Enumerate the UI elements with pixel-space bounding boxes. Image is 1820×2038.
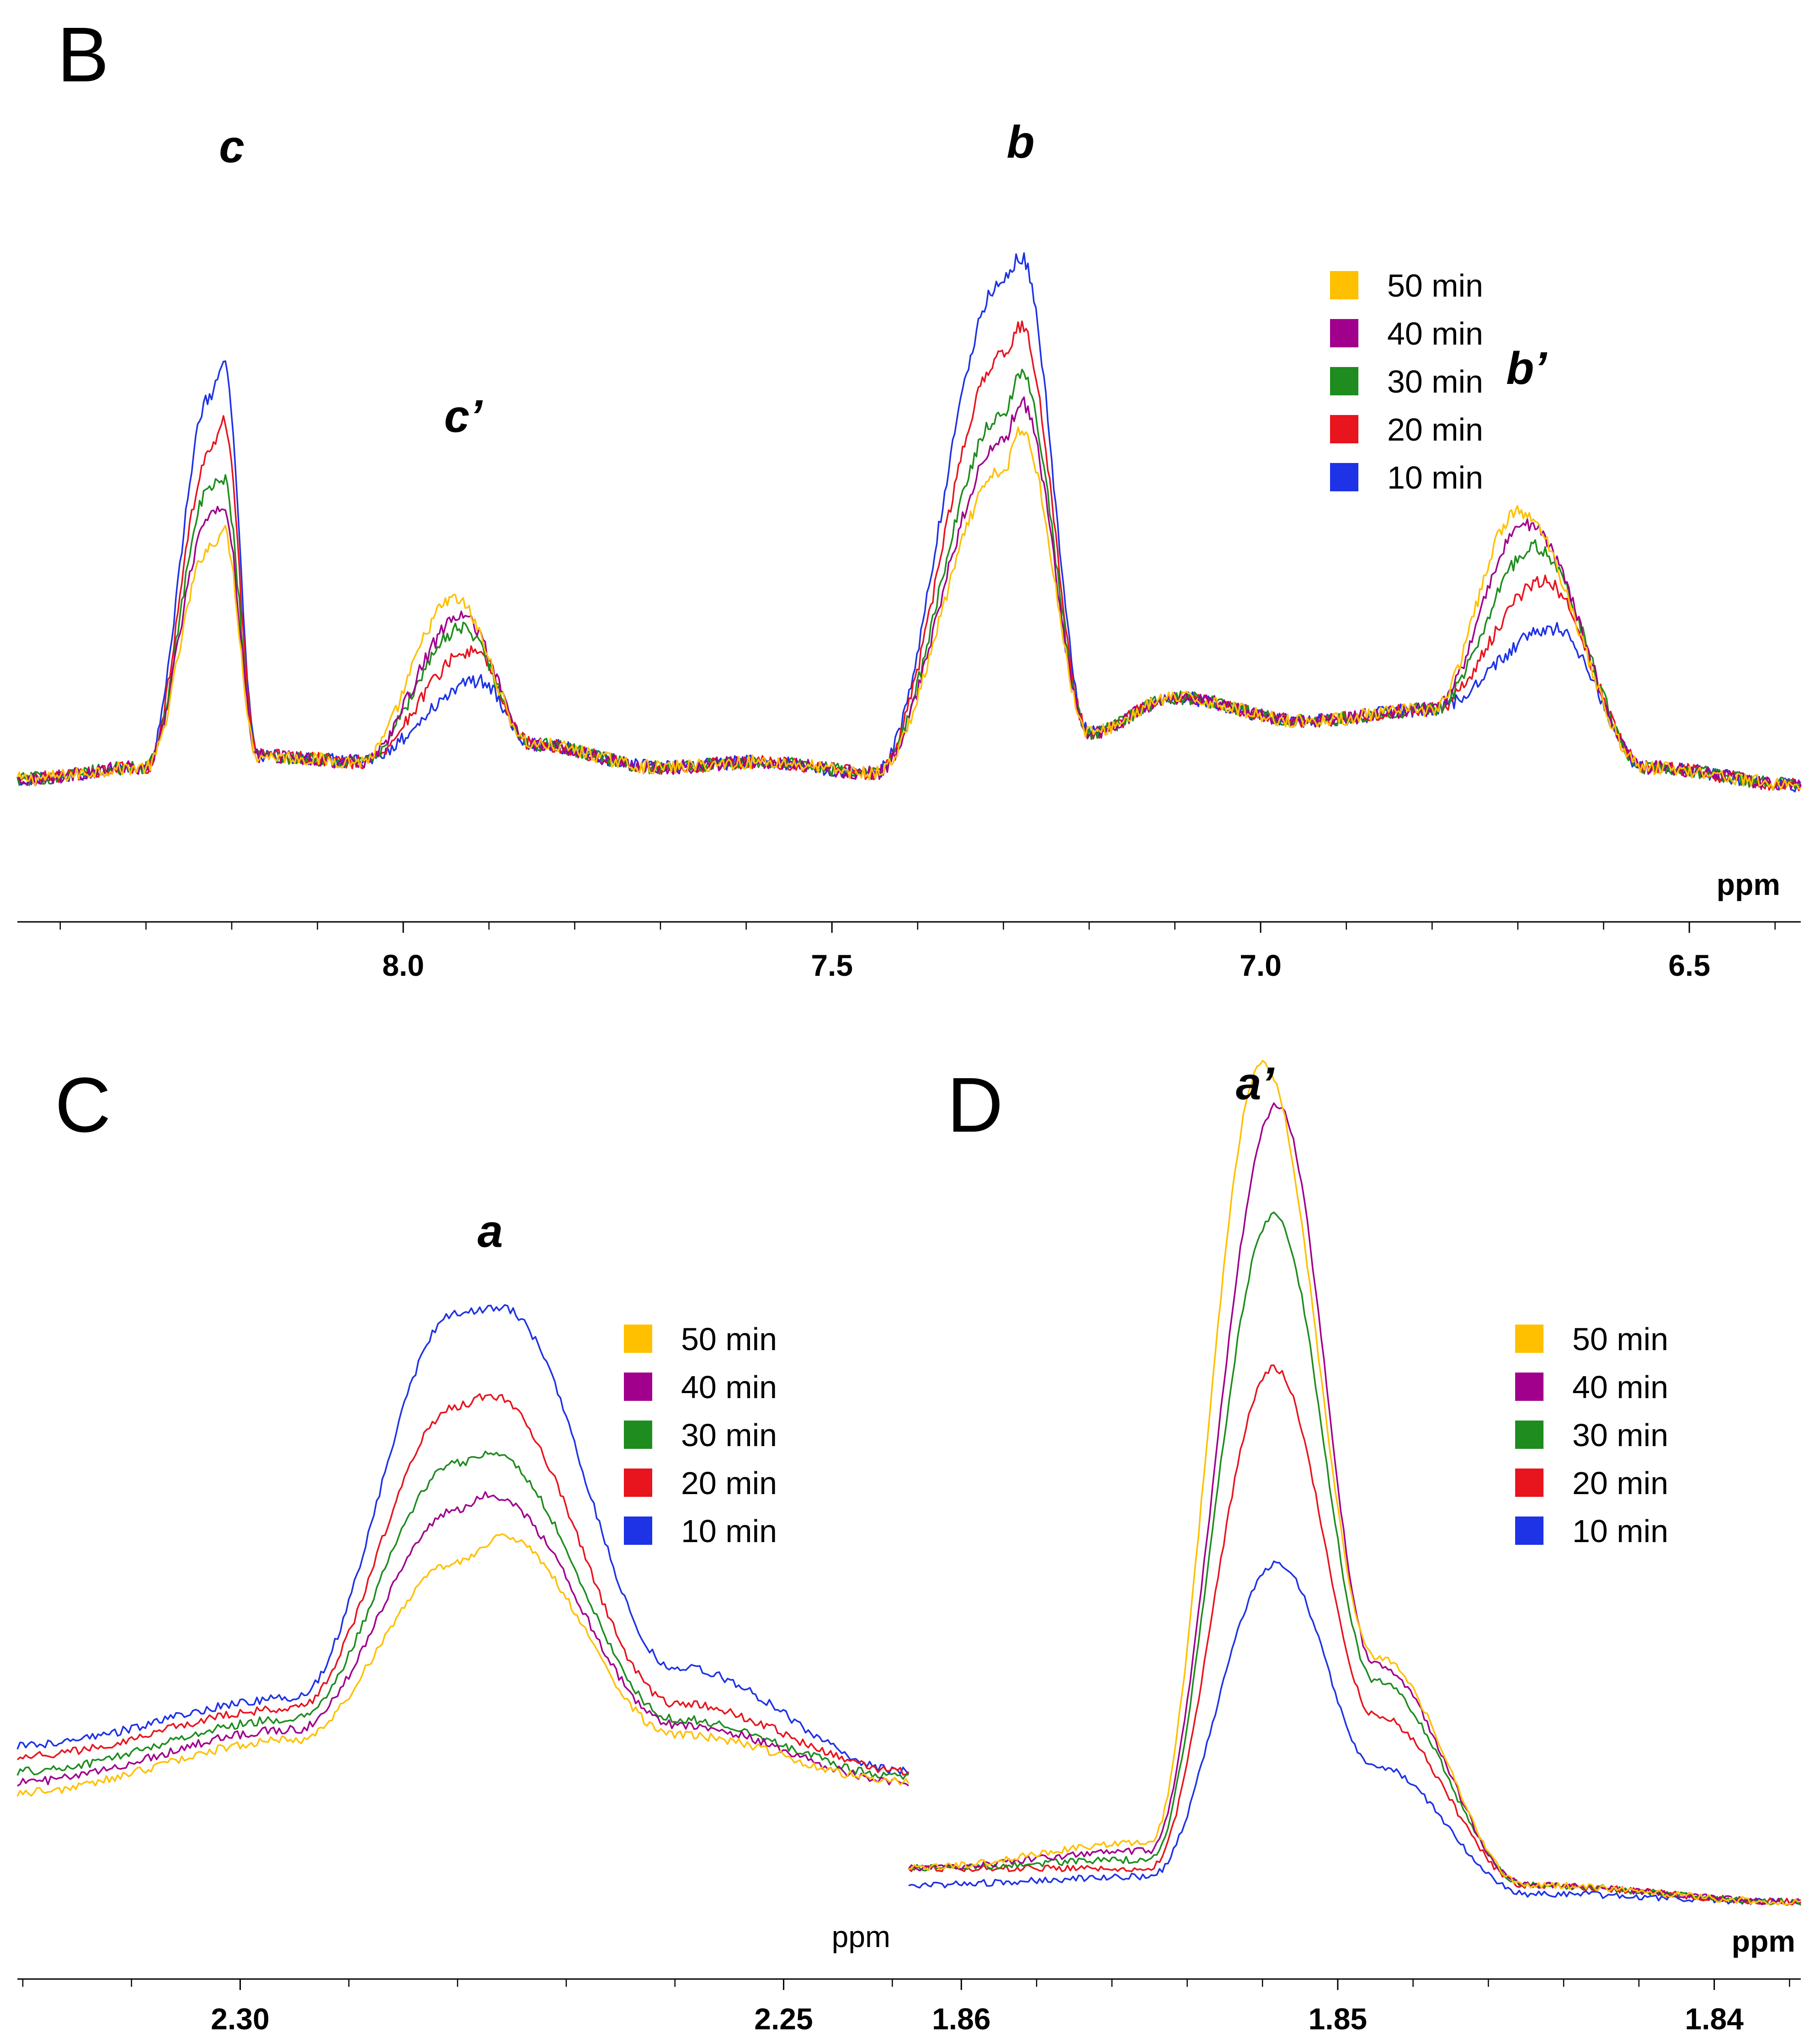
panel-c-spectrum: a 50 min 40 min 30 min 20 min 10 min ppm 2.3… (16, 1206, 910, 2036)
panel-c-legend-label: 10 min (681, 1513, 777, 1549)
panel-d-legend-swatch (1515, 1325, 1543, 1353)
panel-b-unit-label: ppm (1717, 867, 1780, 901)
panel-b-trace-50-min (16, 426, 1801, 791)
panel-b-letter: B (57, 11, 109, 98)
panel-c-tick-label: 2.25 (754, 2002, 813, 2036)
panel-b-peak-label: c’ (444, 391, 483, 442)
panel-b-legend-swatch (1330, 271, 1358, 299)
panel-d-legend-swatch (1515, 1517, 1543, 1545)
panel-b-legend-label: 50 min (1387, 268, 1483, 303)
panel-c-legend-swatch (624, 1373, 652, 1401)
panel-b-peak-label: b’ (1506, 343, 1547, 394)
panel-d-legend-swatch (1515, 1373, 1543, 1401)
panel-c-legend-label: 40 min (681, 1369, 777, 1405)
panel-d-legend-label: 30 min (1572, 1417, 1668, 1453)
panel-b-x-ticks: 8.0 7.5 7.0 6.5 (59, 922, 1776, 982)
panel-b-legend-swatch (1330, 319, 1358, 347)
panel-d-legend-swatch (1515, 1421, 1543, 1449)
panel-b-legend-label: 20 min (1387, 412, 1483, 447)
panel-b-tick-label: 7.5 (811, 948, 853, 982)
panel-b-spectrum: c c’ b b’ 50 min 40 min 30 min 20 min 10 min pp… (16, 117, 1802, 982)
panel-c-tick-label: 2.30 (211, 2002, 269, 2036)
panel-c-trace-40-min (17, 1491, 910, 1787)
panel-d-trace-40-min (908, 1102, 1802, 1905)
panel-b-legend-label: 30 min (1387, 364, 1483, 399)
panel-b-peak-labels: c c’ b b’ (219, 117, 1547, 442)
panel-d-unit-label: ppm (1732, 1924, 1795, 1958)
panel-b-tick-label: 7.0 (1240, 948, 1282, 982)
panel-d-peak-labels: a’ (1236, 1058, 1275, 1109)
panel-c-traces (16, 1304, 910, 1797)
panel-b-tick-label: 6.5 (1668, 948, 1710, 982)
panel-d-trace-30-min (908, 1211, 1802, 1906)
panel-c-legend-label: 30 min (681, 1417, 777, 1453)
panel-d-tick-label: 1.86 (932, 2002, 990, 2036)
panel-c-trace-20-min (16, 1393, 910, 1776)
panel-d-trace-10-min (908, 1560, 1801, 1905)
panel-c-trace-30-min (16, 1450, 909, 1780)
panel-c-legend-swatch (624, 1517, 652, 1545)
panel-d-legend-label: 50 min (1572, 1321, 1668, 1357)
panel-c-trace-10-min (16, 1304, 910, 1775)
panel-d-tick-label: 1.84 (1685, 2002, 1744, 2036)
panel-d-traces (908, 1059, 1802, 1906)
panel-c-legend-label: 50 min (681, 1321, 777, 1357)
panel-b-legend-label: 10 min (1387, 460, 1483, 495)
panel-b-legend-swatch (1330, 415, 1358, 443)
panel-d-legend-label: 10 min (1572, 1513, 1668, 1549)
panel-b-peak-label: c (219, 121, 245, 172)
panel-d-trace-50-min (908, 1059, 1801, 1905)
panel-d-legend-label: 40 min (1572, 1369, 1668, 1405)
panel-c-legend-swatch (624, 1469, 652, 1497)
panel-d-legend: 50 min 40 min 30 min 20 min 10 min (1515, 1321, 1668, 1549)
panel-c-legend-swatch (624, 1421, 652, 1449)
panel-c-x-ticks: 2.30 2.25 (22, 1979, 893, 2036)
panel-d-legend-label: 20 min (1572, 1465, 1668, 1501)
panel-b-peak-label: b (1006, 117, 1034, 168)
panel-d-x-ticks: 1.86 1.85 1.84 (932, 1979, 1790, 2036)
panel-c-unit-label: ppm (832, 1920, 890, 1953)
panel-c-letter: C (55, 1062, 111, 1149)
panel-c-peak-labels: a (478, 1206, 503, 1257)
panel-d-legend-swatch (1515, 1469, 1543, 1497)
panel-d-spectrum: a’ 50 min 40 min 30 min 20 min 10 min ppm 1.… (908, 1058, 1802, 2036)
panel-c-trace-50-min (16, 1533, 910, 1797)
panel-b-legend-swatch (1330, 463, 1358, 491)
panel-c-legend-swatch (624, 1325, 652, 1353)
panel-d-peak-label: a’ (1236, 1058, 1275, 1109)
panel-b-trace-40-min (16, 396, 1802, 791)
panel-d-tick-label: 1.85 (1309, 2002, 1367, 2036)
panel-d-letter: D (947, 1062, 1003, 1149)
panel-b-tick-label: 8.0 (382, 948, 424, 982)
panel-b-legend-label: 40 min (1387, 316, 1483, 351)
panel-b-traces (16, 252, 1802, 793)
panel-b-legend: 50 min 40 min 30 min 20 min 10 min (1330, 268, 1483, 495)
panel-c-peak-label: a (478, 1206, 503, 1257)
panel-c-legend: 50 min 40 min 30 min 20 min 10 min (624, 1321, 777, 1549)
panel-c-legend-label: 20 min (681, 1465, 777, 1501)
panel-b-legend-swatch (1330, 367, 1358, 395)
